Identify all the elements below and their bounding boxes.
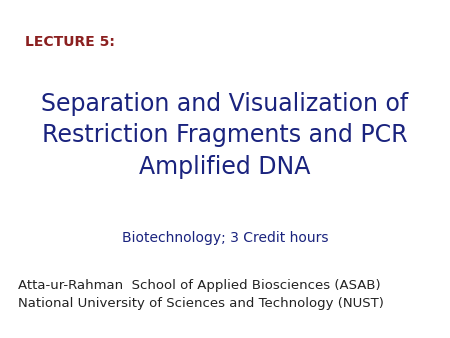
Text: Atta-ur-Rahman  School of Applied Biosciences (ASAB)
National University of Scie: Atta-ur-Rahman School of Applied Bioscie… [18, 279, 384, 310]
Text: Biotechnology; 3 Credit hours: Biotechnology; 3 Credit hours [122, 231, 328, 245]
Text: Separation and Visualization of
Restriction Fragments and PCR
Amplified DNA: Separation and Visualization of Restrict… [41, 92, 409, 179]
Text: LECTURE 5:: LECTURE 5: [25, 35, 115, 49]
